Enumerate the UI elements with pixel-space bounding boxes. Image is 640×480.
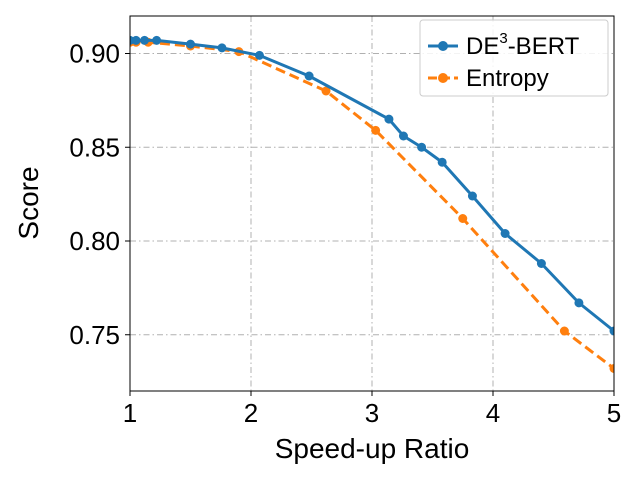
- plot-series: [130, 35, 614, 373]
- data-point-de3bert: [500, 229, 510, 238]
- data-point-de3bert: [574, 298, 584, 308]
- data-point-de3bert: [536, 259, 546, 268]
- series-de3bert: [130, 35, 614, 336]
- data-point-de3bert: [417, 142, 427, 152]
- data-point-entropy: [559, 326, 569, 336]
- data-point-entropy: [371, 125, 381, 135]
- data-point-de3bert: [131, 35, 141, 45]
- x-axis-label: Speed-up Ratio: [275, 433, 470, 464]
- y-tick-label: 0.90: [69, 39, 120, 69]
- legend-box: [419, 19, 609, 97]
- data-point-de3bert: [140, 35, 150, 45]
- legend-label-entropy: Entropy: [466, 65, 549, 92]
- data-point-de3bert: [152, 35, 162, 45]
- x-tick-label: 1: [123, 398, 137, 428]
- legend: DE3-BERT Entropy: [419, 19, 609, 97]
- axis-ticks: 1 2 3 4 5 0.75 0.80 0.85 0.90: [69, 39, 621, 429]
- data-point-de3bert: [254, 50, 264, 60]
- legend-marker-de3bert: [438, 41, 448, 51]
- data-point-de3bert: [609, 326, 614, 336]
- data-point-entropy: [609, 364, 614, 373]
- x-tick-label: 5: [607, 398, 621, 428]
- y-tick-label: 0.85: [69, 132, 120, 162]
- x-tick-label: 2: [244, 398, 258, 428]
- legend-label-de3bert-sup: 3: [499, 30, 507, 47]
- data-point-entropy: [321, 86, 331, 96]
- grid: [130, 16, 614, 391]
- data-point-de3bert: [304, 71, 314, 81]
- series-line-entropy: [130, 40, 614, 370]
- y-tick-label: 0.75: [69, 320, 120, 350]
- legend-label-de3bert-rest: -BERT: [508, 33, 580, 60]
- data-point-de3bert: [186, 39, 195, 49]
- legend-label-de3bert: DE3-BERT: [466, 30, 580, 60]
- legend-label-de3bert-base: DE: [466, 33, 499, 60]
- data-point-de3bert: [384, 114, 394, 124]
- data-point-de3bert: [467, 191, 477, 201]
- data-point-de3bert: [217, 43, 227, 53]
- data-point-entropy: [458, 214, 468, 223]
- x-tick-label: 4: [486, 398, 500, 428]
- data-point-de3bert: [437, 157, 447, 167]
- y-tick-label: 0.80: [69, 226, 120, 256]
- y-axis-label: Score: [13, 166, 44, 239]
- x-tick-label: 3: [365, 398, 379, 428]
- data-point-de3bert: [398, 131, 408, 141]
- legend-marker-entropy: [438, 73, 448, 83]
